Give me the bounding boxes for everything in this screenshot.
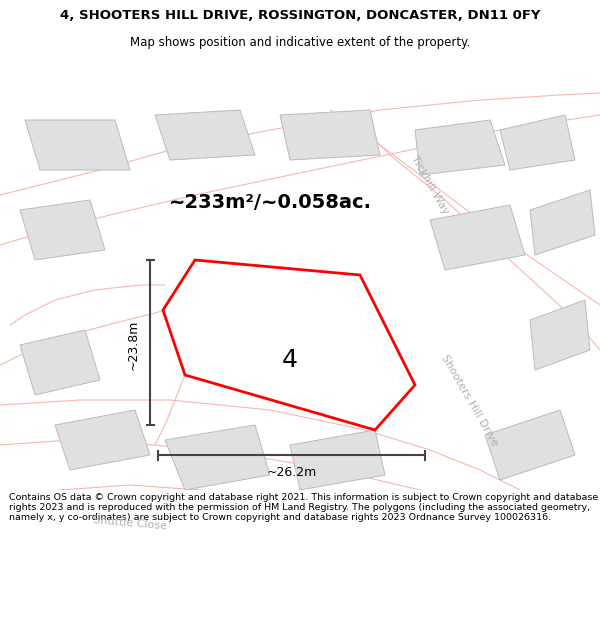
Polygon shape — [530, 300, 590, 370]
Polygon shape — [25, 120, 130, 170]
Polygon shape — [155, 110, 255, 160]
Polygon shape — [415, 120, 505, 175]
Text: Shooters Hill Drive: Shooters Hill Drive — [440, 352, 500, 447]
Polygon shape — [485, 410, 575, 480]
Polygon shape — [55, 410, 150, 470]
Polygon shape — [165, 425, 270, 490]
Text: 4, SHOOTERS HILL DRIVE, ROSSINGTON, DONCASTER, DN11 0FY: 4, SHOOTERS HILL DRIVE, ROSSINGTON, DONC… — [60, 9, 540, 22]
Polygon shape — [500, 115, 575, 170]
Text: 4: 4 — [282, 348, 298, 372]
Text: Tickhill Way: Tickhill Way — [409, 154, 451, 216]
Text: ~233m²/~0.058ac.: ~233m²/~0.058ac. — [169, 194, 371, 213]
Text: Map shows position and indicative extent of the property.: Map shows position and indicative extent… — [130, 36, 470, 49]
Polygon shape — [280, 110, 380, 160]
Polygon shape — [530, 190, 595, 255]
Text: Contains OS data © Crown copyright and database right 2021. This information is : Contains OS data © Crown copyright and d… — [9, 492, 598, 522]
Polygon shape — [20, 200, 105, 260]
Polygon shape — [430, 205, 525, 270]
Text: ~23.8m: ~23.8m — [127, 320, 139, 370]
Text: ~26.2m: ~26.2m — [267, 466, 317, 479]
Polygon shape — [163, 260, 415, 430]
Polygon shape — [290, 430, 385, 490]
Text: Shuttle Close: Shuttle Close — [93, 515, 167, 531]
Polygon shape — [20, 330, 100, 395]
